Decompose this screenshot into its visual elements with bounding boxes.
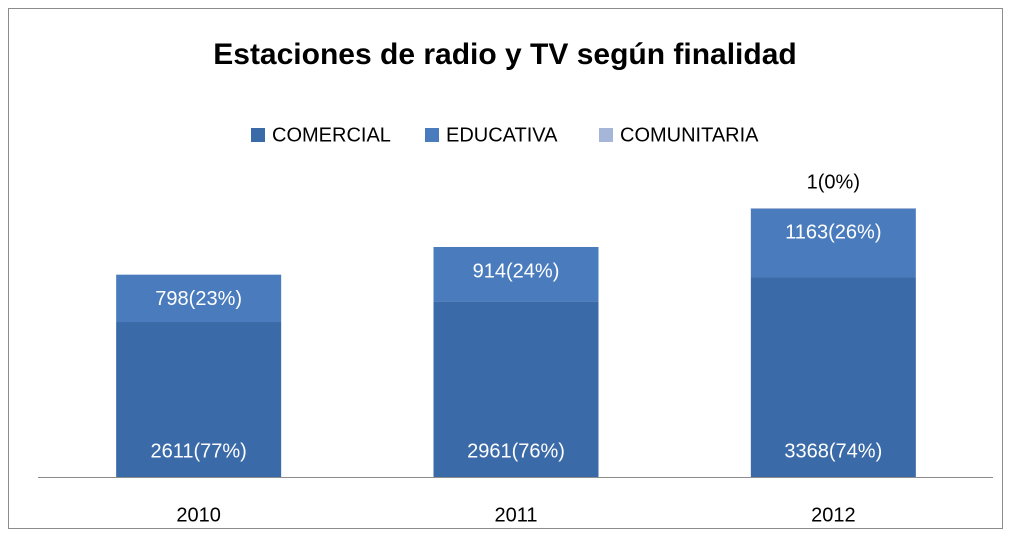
bar-segment bbox=[750, 277, 916, 477]
bar-segment bbox=[116, 322, 282, 477]
bar-segment bbox=[116, 274, 282, 323]
legend-label: COMUNITARIA bbox=[620, 124, 759, 146]
legend-label: EDUCATIVA bbox=[446, 124, 558, 146]
legend-swatch bbox=[425, 128, 439, 142]
chart-title: Estaciones de radio y TV según finalidad bbox=[213, 38, 796, 71]
data-label: 1163(26%) bbox=[785, 221, 881, 243]
data-label: 2961(76%) bbox=[467, 440, 565, 462]
x-tick-label: 2011 bbox=[494, 504, 537, 526]
legend-swatch bbox=[599, 128, 613, 142]
x-tick-label: 2012 bbox=[811, 504, 856, 526]
data-label: 3368(74%) bbox=[784, 440, 882, 462]
data-label: 2611(77%) bbox=[150, 440, 246, 462]
data-label: 798(23%) bbox=[155, 288, 242, 310]
x-tick-label: 2010 bbox=[176, 504, 221, 526]
legend-label: COMERCIAL bbox=[272, 124, 391, 146]
bar-segment bbox=[750, 208, 916, 209]
bar-segment bbox=[750, 208, 916, 278]
legend-swatch bbox=[251, 128, 265, 142]
bar-segment bbox=[433, 246, 599, 302]
bar-segment bbox=[433, 301, 599, 477]
data-label: 914(24%) bbox=[473, 260, 560, 282]
data-label: 1(0%) bbox=[807, 171, 860, 193]
